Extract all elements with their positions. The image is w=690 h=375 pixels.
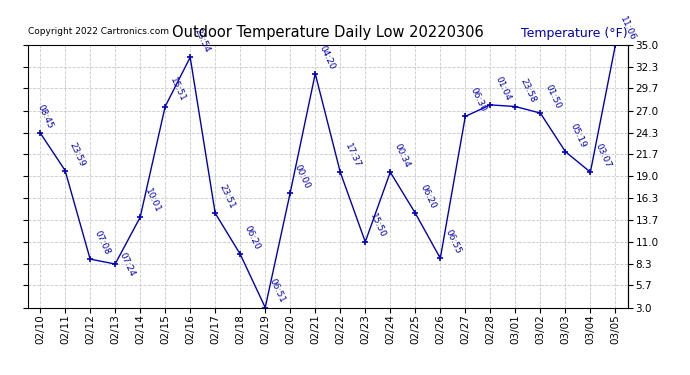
Text: 06:30: 06:30 <box>468 86 487 114</box>
Text: 04:20: 04:20 <box>318 44 337 71</box>
Text: 17:37: 17:37 <box>343 142 362 170</box>
Text: 00:34: 00:34 <box>393 142 412 170</box>
Text: Temperature (°F): Temperature (°F) <box>521 27 628 40</box>
Text: 10:01: 10:01 <box>143 187 162 214</box>
Text: 01:04: 01:04 <box>493 75 512 102</box>
Title: Outdoor Temperature Daily Low 20220306: Outdoor Temperature Daily Low 20220306 <box>172 25 484 40</box>
Text: 23:54: 23:54 <box>193 27 212 54</box>
Text: Copyright 2022 Cartronics.com: Copyright 2022 Cartronics.com <box>28 27 168 36</box>
Text: 06:20: 06:20 <box>418 183 437 210</box>
Text: 05:19: 05:19 <box>568 122 587 149</box>
Text: 08:45: 08:45 <box>36 103 55 130</box>
Text: 15:51: 15:51 <box>168 76 187 104</box>
Text: 06:55: 06:55 <box>443 228 462 255</box>
Text: 15:50: 15:50 <box>368 212 387 239</box>
Text: 23:51: 23:51 <box>218 183 237 210</box>
Text: 06:20: 06:20 <box>243 224 262 251</box>
Text: 03:07: 03:07 <box>593 142 612 170</box>
Text: 06:51: 06:51 <box>268 278 287 305</box>
Text: 11:06: 11:06 <box>618 15 638 42</box>
Text: 23:59: 23:59 <box>68 141 87 168</box>
Text: 07:08: 07:08 <box>93 229 112 256</box>
Text: 00:00: 00:00 <box>293 163 312 190</box>
Text: 07:24: 07:24 <box>118 251 137 278</box>
Text: 23:58: 23:58 <box>518 76 537 104</box>
Text: 01:50: 01:50 <box>543 83 562 110</box>
